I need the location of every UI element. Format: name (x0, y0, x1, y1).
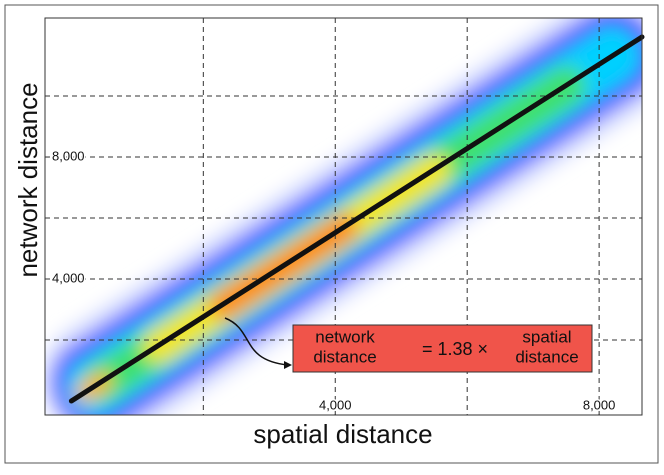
density (45, 18, 642, 415)
annotation-left: network (315, 327, 375, 346)
y-axis-label: network distance (13, 82, 43, 277)
x-axis-label: spatial distance (253, 419, 432, 449)
plot-border (44, 17, 643, 416)
annotation-right: spatial (522, 327, 571, 346)
arrow-head (284, 361, 292, 369)
annotation-middle: = 1.38 × (422, 339, 488, 359)
x-tick-label: 4,000 (319, 397, 352, 412)
x-tick-label: 8,000 (583, 397, 616, 412)
arrow (224, 317, 289, 366)
fit-line (68, 34, 645, 404)
annotation-left: distance (313, 347, 376, 366)
annotation-box (292, 324, 593, 373)
y-tick-label: 8,000 (52, 148, 85, 163)
annotation-right: distance (515, 347, 578, 366)
frame (4, 4, 659, 464)
y-tick-label: 4,000 (52, 270, 85, 285)
